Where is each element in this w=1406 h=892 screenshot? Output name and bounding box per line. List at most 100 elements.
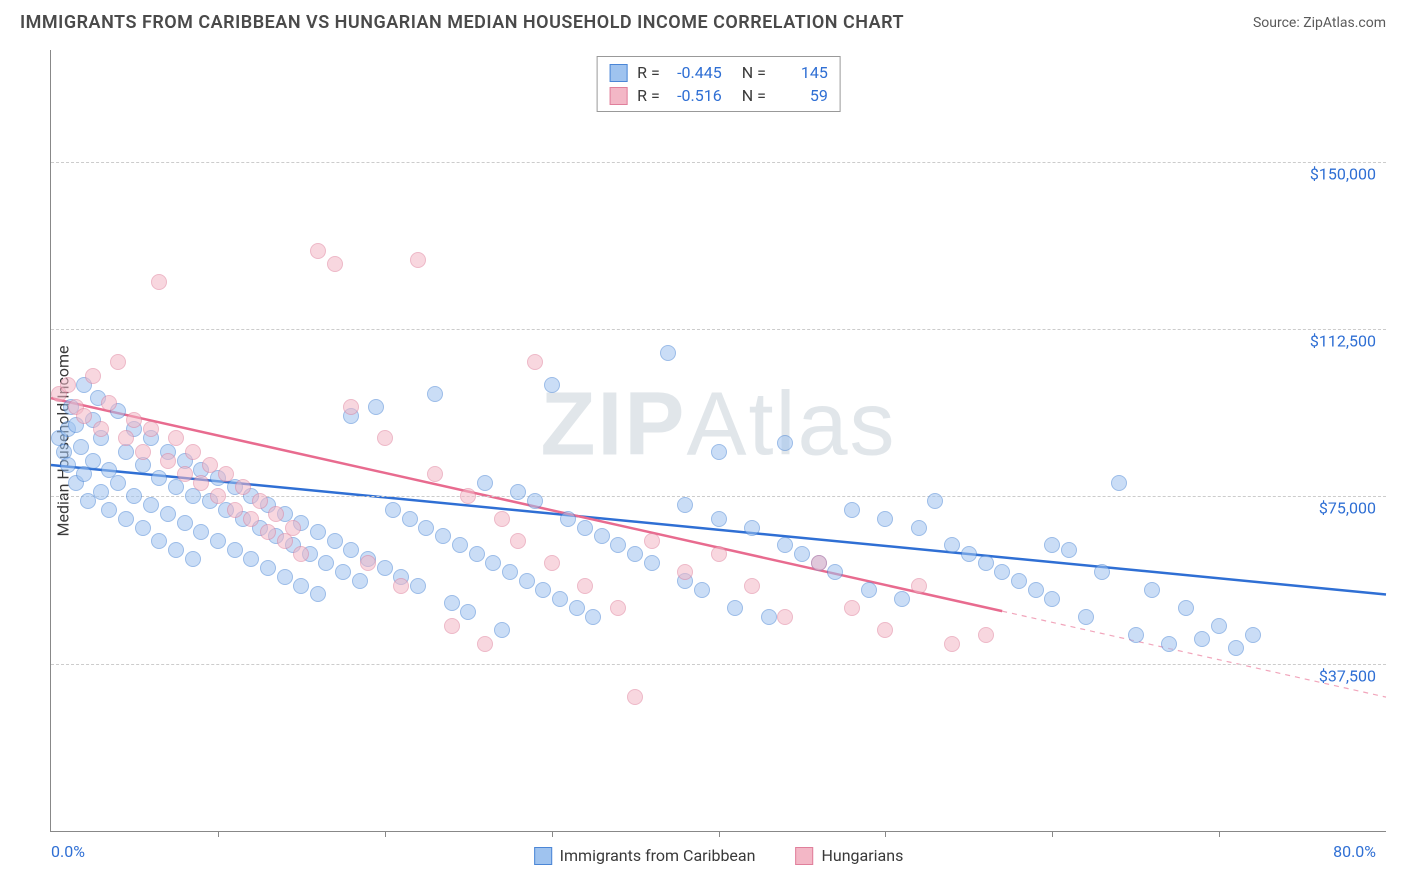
swatch-icon [609, 64, 627, 82]
data-point [85, 453, 101, 469]
data-point [577, 520, 593, 536]
data-point [544, 555, 560, 571]
x-tick [218, 831, 219, 837]
data-point [293, 546, 309, 562]
data-point [177, 515, 193, 531]
data-point [427, 466, 443, 482]
data-point [1128, 627, 1144, 643]
data-point [711, 511, 727, 527]
data-point [126, 488, 142, 504]
data-point [610, 600, 626, 616]
data-point [110, 354, 126, 370]
x-axis-max-label: 80.0% [1333, 842, 1376, 861]
data-point [961, 546, 977, 562]
data-point [569, 600, 585, 616]
data-point [118, 430, 134, 446]
x-tick [1219, 831, 1220, 837]
gridline [51, 162, 1386, 163]
data-point [577, 578, 593, 594]
data-point [694, 582, 710, 598]
data-point [168, 430, 184, 446]
data-point [1011, 573, 1027, 589]
data-point [460, 604, 476, 620]
data-point [1211, 618, 1227, 634]
data-point [60, 457, 76, 473]
legend-label: Immigrants from Caribbean [560, 846, 756, 865]
data-point [285, 520, 301, 536]
data-point [627, 546, 643, 562]
data-point [343, 542, 359, 558]
data-point [777, 537, 793, 553]
data-point [1194, 631, 1210, 647]
data-point [794, 546, 810, 562]
data-point [644, 533, 660, 549]
data-point [76, 408, 92, 424]
data-point [519, 573, 535, 589]
data-point [377, 430, 393, 446]
data-point [527, 493, 543, 509]
data-point [260, 560, 276, 576]
data-point [444, 595, 460, 611]
data-point [85, 368, 101, 384]
data-point [510, 484, 526, 500]
data-point [335, 564, 351, 580]
x-axis-min-label: 0.0% [51, 842, 85, 861]
data-point [160, 453, 176, 469]
data-point [911, 520, 927, 536]
swatch-icon [609, 87, 627, 105]
data-point [310, 524, 326, 540]
data-point [277, 569, 293, 585]
data-point [811, 555, 827, 571]
data-point [210, 533, 226, 549]
data-point [210, 488, 226, 504]
data-point [93, 484, 109, 500]
data-point [227, 542, 243, 558]
data-point [552, 591, 568, 607]
data-point [268, 506, 284, 522]
data-point [978, 555, 994, 571]
data-point [911, 578, 927, 594]
data-point [185, 551, 201, 567]
data-point [385, 502, 401, 518]
data-point [185, 444, 201, 460]
data-point [410, 252, 426, 268]
data-point [477, 636, 493, 652]
data-point [327, 533, 343, 549]
data-point [126, 412, 142, 428]
data-point [193, 524, 209, 540]
data-point [318, 555, 334, 571]
data-point [502, 564, 518, 580]
data-point [544, 377, 560, 393]
data-point [761, 609, 777, 625]
data-point [877, 622, 893, 638]
data-point [469, 546, 485, 562]
data-point [435, 528, 451, 544]
data-point [327, 256, 343, 272]
data-point [1044, 591, 1060, 607]
series-legend: Immigrants from CaribbeanHungarians [534, 846, 904, 865]
scatter-chart: Median Household Income ZIPAtlas R =-0.4… [50, 50, 1386, 832]
y-tick-label: $75,000 [1319, 499, 1376, 518]
stats-legend-box: R =-0.445N =145R =-0.516N =59 [596, 56, 841, 112]
data-point [243, 551, 259, 567]
data-point [527, 354, 543, 370]
data-point [978, 627, 994, 643]
data-point [252, 493, 268, 509]
chart-title: IMMIGRANTS FROM CARIBBEAN VS HUNGARIAN M… [20, 12, 904, 33]
data-point [427, 386, 443, 402]
data-point [1228, 640, 1244, 656]
swatch-icon [534, 847, 552, 865]
data-point [410, 578, 426, 594]
data-point [944, 636, 960, 652]
data-point [494, 511, 510, 527]
data-point [844, 600, 860, 616]
data-point [452, 537, 468, 553]
data-point [402, 511, 418, 527]
trend-lines [51, 50, 1386, 831]
data-point [1028, 582, 1044, 598]
data-point [627, 689, 643, 705]
data-point [177, 466, 193, 482]
data-point [60, 377, 76, 393]
data-point [494, 622, 510, 638]
x-tick [719, 831, 720, 837]
